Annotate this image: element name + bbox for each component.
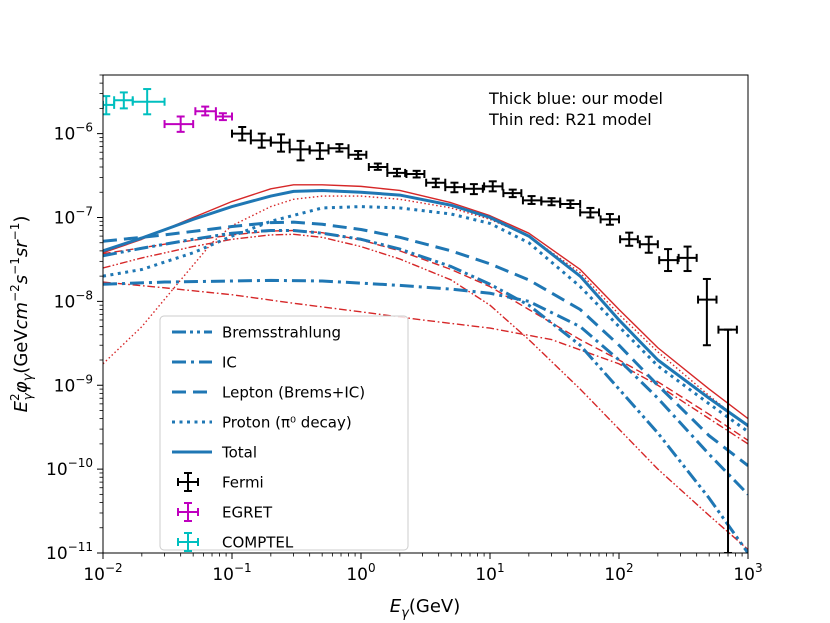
fermi-data-point	[677, 245, 698, 273]
y-axis-label: E2γφγ(GeVcm−2s−1sr−1)	[8, 216, 36, 413]
our-model-lepton-brems-ic-curve	[103, 220, 748, 467]
legend: Bremsstrahlung IC Lepton (Brems+IC) Proton …	[159, 315, 409, 552]
x-tick-label: 100	[346, 561, 375, 585]
fermi-data-point	[619, 231, 639, 247]
x-tick-label: 102	[604, 561, 633, 585]
fermi-data-point	[367, 162, 389, 172]
legend-label-bremsstrahlung: Bremsstrahlung	[222, 324, 341, 342]
fermi-data-point	[599, 213, 620, 226]
fermi-data-point	[347, 150, 368, 160]
fermi-data-point	[269, 133, 291, 153]
fermi-data-point	[638, 235, 659, 254]
x-axis-label: Eγ(GeV)	[390, 596, 460, 621]
legend-box	[159, 315, 409, 551]
our-model-bremsstrahlung-curve	[103, 228, 748, 553]
fermi-data-point	[559, 199, 582, 209]
y-tick-label: 10−6	[54, 121, 93, 145]
egret-data-point	[214, 112, 233, 122]
x-tick-label: 101	[475, 561, 504, 585]
fermi-data-point	[405, 169, 426, 179]
legend-item-bremsstrahlung: Bremsstrahlung	[172, 324, 341, 342]
legend-item-egret: EGRET	[177, 502, 273, 522]
r21-model-bremsstrahlung-curve	[103, 233, 748, 551]
fermi-data-point	[483, 180, 504, 193]
y-tick-label: 10−10	[46, 456, 93, 480]
legend-item-fermi: Fermi	[177, 472, 264, 492]
legend-label-comptel: COMPTEL	[222, 534, 294, 552]
x-tick-label: 10−2	[83, 561, 122, 585]
fermi-data-point	[502, 188, 523, 199]
legend-label-total: Total	[221, 444, 257, 462]
y-tick-label: 10−8	[54, 288, 93, 312]
x-tick-label: 103	[733, 561, 762, 585]
legend-item-lepton-brems-ic: Lepton (Brems+IC)	[172, 384, 365, 402]
y-tick-label: 10−11	[46, 540, 93, 564]
legend-label-proton-decay: Proton (π⁰ decay)	[222, 414, 352, 432]
y-tick-label: 10−7	[54, 205, 93, 229]
fermi-data-point	[697, 277, 718, 347]
r21-model-lepton-brems-ic-curve	[103, 229, 748, 441]
fermi-data-point	[249, 132, 272, 149]
our-model-ic-curve	[103, 278, 748, 496]
egret-data-point	[163, 115, 195, 133]
legend-item-ic: IC	[172, 354, 237, 372]
y-tick-label: 10−9	[54, 372, 93, 396]
legend-label-ic: IC	[222, 354, 237, 372]
r21-model-total-curve	[103, 184, 748, 420]
fermi-data-point	[231, 125, 252, 142]
fermi-data-point	[386, 167, 407, 178]
fermi-data-point	[717, 325, 738, 553]
plot-area	[103, 88, 748, 553]
our-model-proton-decay-curve	[103, 205, 748, 433]
legend-label-fermi: Fermi	[222, 474, 264, 492]
legend-item-comptel: COMPTEL	[177, 532, 294, 552]
fermi-data-point	[463, 183, 484, 196]
axis-ticks: 10−2 10−1 100 101 102 103 10−11 10−10 10−9 10−8 10…	[46, 74, 763, 585]
our-model-total-curve	[103, 188, 748, 427]
comptel-data-point	[131, 88, 166, 116]
fermi-data-point	[658, 248, 679, 273]
fermi-data-point	[579, 206, 601, 219]
legend-item-total: Total	[172, 444, 257, 462]
legend-label-egret: EGRET	[222, 504, 273, 522]
fermi-data-point	[327, 143, 350, 153]
annotation-our-model: Thick blue: our model	[488, 89, 663, 108]
x-tick-label: 10−1	[212, 561, 251, 585]
annotation-r21-model: Thin red: R21 model	[488, 110, 652, 129]
legend-item-proton-decay: Proton (π⁰ decay)	[172, 414, 352, 432]
legend-label-lepton-brems-ic: Lepton (Brems+IC)	[222, 384, 365, 402]
